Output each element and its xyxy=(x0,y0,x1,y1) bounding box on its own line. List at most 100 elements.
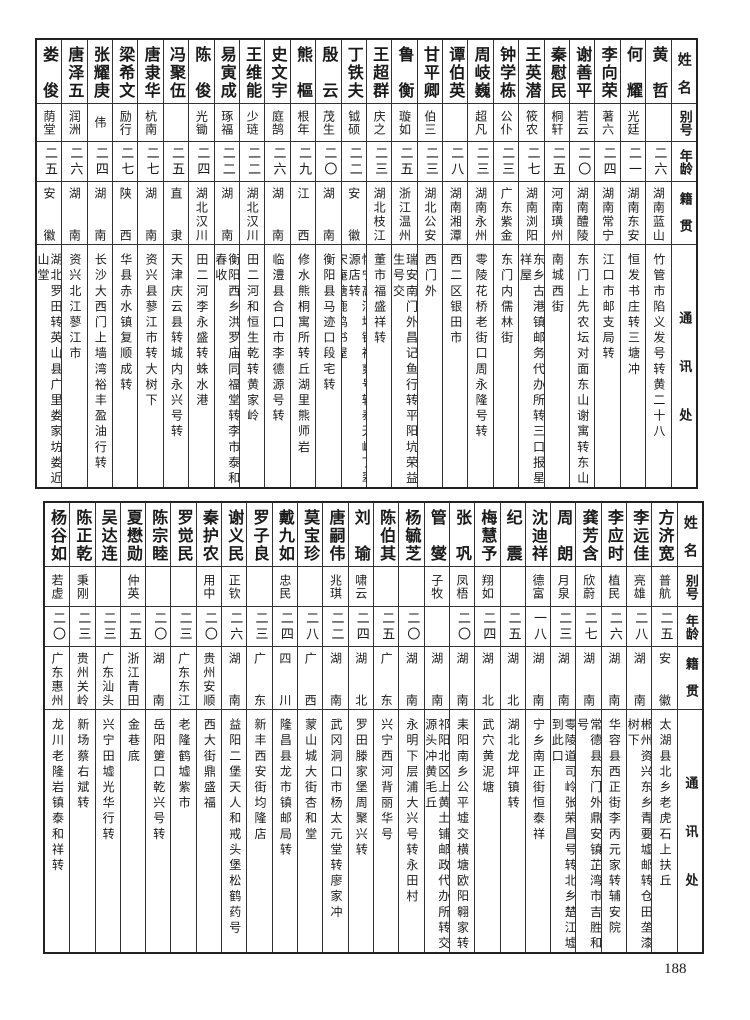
person-origin: 广东 xyxy=(373,647,399,710)
person-address: 零陵道司岭张荣昌号转北乡楚江墟到此口 xyxy=(551,710,575,952)
person-name: 殷云 xyxy=(316,40,341,104)
person-alias-text: 桐轩 xyxy=(549,109,564,136)
person-alias-text: 茂生 xyxy=(321,109,336,136)
person-origin: 湖南 xyxy=(449,647,475,710)
person-age: 二五 xyxy=(544,142,570,182)
header-alias-text: 别号 xyxy=(682,573,698,600)
header-alias: 别号 xyxy=(677,567,702,607)
person-name: 陈俊 xyxy=(189,40,214,104)
person-age: 二五 xyxy=(36,142,62,182)
person-name-text: 夏懋勋 xyxy=(123,509,143,561)
person-age-text: 二二 xyxy=(328,610,344,643)
person-address-text: 蒙山城大街杏和堂 xyxy=(303,718,318,843)
person-name-text: 谭伯英 xyxy=(446,46,466,98)
person-alias-text: 若虚 xyxy=(50,573,65,600)
header-origin: 籍贯 xyxy=(677,647,702,710)
person-alias: 亮雄 xyxy=(627,567,652,607)
person-name: 莫宝珍 xyxy=(298,503,323,567)
person-column: 鲁衡 璇如 二五 浙江温州 瑞安南门外昌记鱼行转平阳坑荣益生号交 xyxy=(391,40,417,487)
person-origin-text: 湖北汉川 xyxy=(194,187,209,241)
person-origin: 江西 xyxy=(290,182,316,245)
person-address: 修水熊桐寓所转丘湖里熊师岩 xyxy=(291,245,315,487)
person-name: 谢义民 xyxy=(222,503,247,567)
person-alias: 若虚 xyxy=(44,567,70,607)
person-age: 二三 xyxy=(551,607,576,647)
person-age: 二六 xyxy=(222,607,247,647)
person-alias: 励行 xyxy=(113,104,138,142)
person-column: 管燮 子牧 湖南 祁阳北区上黄土铺邮政代办所转交 源头冲黄毛丘 xyxy=(423,503,449,952)
person-age-text: 二七 xyxy=(581,610,597,643)
person-alias-text: 用中 xyxy=(201,573,216,600)
person-origin: 湖南湘潭 xyxy=(443,182,468,245)
person-column: 易寅成 琢福 二二 湖南 衡阳西乡洪罗庙同福堂转李市泰和春收 xyxy=(213,40,239,487)
person-age: 一八 xyxy=(525,607,551,647)
person-address-text: 兴宁西河背丽华号 xyxy=(379,718,394,843)
person-address-text: 零陵道司岭张荣昌号转北乡楚江墟到此口 xyxy=(551,718,576,952)
person-address-text: 东门上先农坛对面东山谢寓转东山 xyxy=(575,253,590,487)
person-name: 黄哲 xyxy=(646,40,671,104)
person-address: 太湖县北乡老虎石上扶丘 xyxy=(652,710,676,952)
person-name: 王维能 xyxy=(239,40,265,104)
person-name: 吴达连 xyxy=(95,503,120,567)
person-name: 杨毓芝 xyxy=(399,503,424,567)
person-address: 天津庆云县转城内永兴号转 xyxy=(164,245,188,487)
person-origin-text: 广东 xyxy=(252,652,267,706)
person-alias-text: 秉刚 xyxy=(75,573,90,600)
person-name: 丁铁夫 xyxy=(341,40,366,104)
person-address-text: 太湖县北乡老虎石上扶丘 xyxy=(658,718,673,890)
person-name-text: 谢义民 xyxy=(225,509,245,561)
person-address-text: 西大街鼎盛福 xyxy=(202,718,217,812)
person-alias-text: 励行 xyxy=(118,109,133,136)
person-address: 恒发书庄转三塘冲 xyxy=(621,245,645,487)
person-age-text: 二四 xyxy=(600,145,616,178)
person-age-text: 二七 xyxy=(118,145,134,178)
person-age: 二〇 xyxy=(316,142,341,182)
person-address: 江口市邮支局转 xyxy=(595,245,619,487)
person-address-text: 南城西街 xyxy=(550,253,565,316)
person-column: 陈伯其 二五 广东 兴宁西河背丽华号 xyxy=(372,503,399,952)
person-origin-text: 湖南 xyxy=(404,652,419,706)
header-address: 通讯处 xyxy=(672,245,696,487)
person-age-text: 二三 xyxy=(252,610,268,643)
person-address-text: 新场蔡右斌转 xyxy=(75,718,90,812)
person-origin: 湖南 xyxy=(146,647,171,710)
person-origin: 湖南 xyxy=(87,182,113,245)
person-alias-text: 若云 xyxy=(575,109,590,136)
person-name-text: 方济宽 xyxy=(655,509,675,561)
person-alias: 欣蔚 xyxy=(576,567,601,607)
person-column: 谭伯英 二八 湖南湘潭 西二区银田市 xyxy=(442,40,468,487)
person-name: 史文宇 xyxy=(265,40,290,104)
person-origin-text: 安徽 xyxy=(657,652,672,706)
person-age: 二〇 xyxy=(44,607,70,647)
person-address: 竹管市陷义发号转黄二十八 xyxy=(646,245,670,487)
person-column: 王英潜 筱农 二七 湖南浏阳 东乡古港镇邮务代办所转三口报星祥屋 xyxy=(518,40,544,487)
person-column: 李向荣 著六 二四 湖南常宁 江口市邮支局转 xyxy=(594,40,620,487)
person-column: 唐嗣伟 兆琪 二二 湖南 武冈洞口市杨太元堂转廖家冲 xyxy=(322,503,348,952)
person-address: 兴宁西河背丽华号 xyxy=(374,710,398,952)
person-origin-text: 湖南常宁 xyxy=(600,187,615,241)
person-alias: 用中 xyxy=(196,567,222,607)
header-alias: 别号 xyxy=(671,104,696,142)
person-origin-text: 四川 xyxy=(277,652,292,706)
person-age-text: 二六 xyxy=(67,145,83,178)
person-address: 金巷底 xyxy=(121,710,145,952)
person-origin-text: 湖北 xyxy=(480,652,495,706)
person-address-text: 资兴北江蓼江市 xyxy=(67,253,82,363)
person-address-text: 田二河和恒生乾转黄家岭 xyxy=(245,253,260,425)
person-origin-text: 河南璜州 xyxy=(549,187,564,241)
person-age: 二二 xyxy=(214,142,239,182)
person-alias xyxy=(163,104,189,142)
person-address: 新场蔡右斌转 xyxy=(70,710,94,952)
person-name: 秦慰民 xyxy=(544,40,570,104)
person-column: 秦护农 用中 二〇 贵州安顺 西大街鼎盛福 xyxy=(195,503,222,952)
person-alias: 杭南 xyxy=(138,104,163,142)
person-name: 唐隶华 xyxy=(138,40,163,104)
person-column: 张耀庚伟二四 湖南 长沙大西门上墙湾裕丰盈油行转 xyxy=(86,40,113,487)
person-age-text: 二〇 xyxy=(575,145,591,178)
person-column: 陈俊 光锄 二四 湖北汉川 田二河李永盛转蛛水港 xyxy=(188,40,214,487)
header-age: 年龄 xyxy=(677,607,702,647)
person-age-text: 二七 xyxy=(524,145,540,178)
person-origin-text: 湖北 xyxy=(505,652,520,706)
person-address-text: 金巷底 xyxy=(126,718,141,765)
person-age-text: 二五 xyxy=(397,145,413,178)
